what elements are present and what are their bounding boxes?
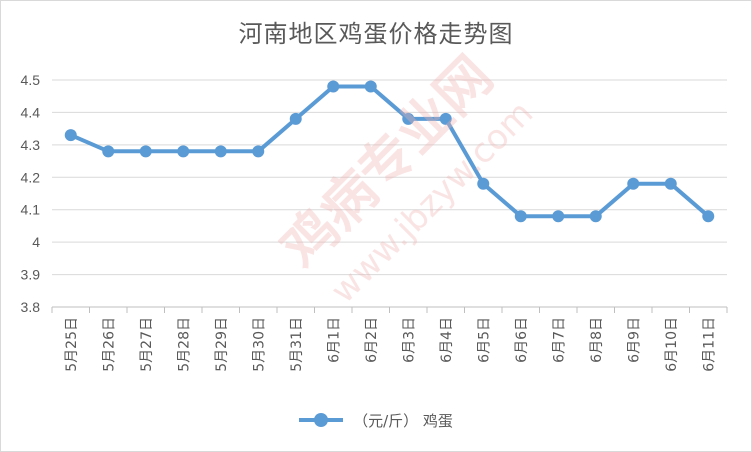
data-point [289, 112, 302, 125]
data-point [252, 145, 265, 158]
data-point [327, 80, 340, 93]
legend-swatch [299, 413, 344, 427]
x-tick-label: 6月11日 [701, 317, 717, 372]
x-tick-label: 5月30日 [251, 317, 267, 372]
x-tick-label: 6月10日 [664, 317, 680, 372]
data-point [402, 112, 415, 125]
y-tick-label: 3.8 [21, 299, 41, 315]
data-point [477, 177, 490, 190]
x-tick-labels: 5月25日 5月26日 5月27日 5月28日 5月29日 5月30日 5月31日 6月1日 6… [64, 317, 718, 372]
data-point [177, 145, 190, 158]
data-point [139, 145, 152, 158]
y-tick-label: 4.4 [21, 104, 41, 120]
chart-title: 河南地区鸡蛋价格走势图 [238, 20, 514, 48]
data-point [214, 145, 227, 158]
legend-label: （元/斤） 鸡蛋 [353, 411, 453, 430]
x-tick-label: 5月26日 [101, 317, 117, 372]
data-point [64, 129, 77, 142]
legend: （元/斤） 鸡蛋 [0, 408, 752, 432]
x-tick-label: 6月9日 [626, 317, 642, 363]
x-tick-label: 6月2日 [364, 317, 380, 363]
x-tick-label: 5月27日 [139, 317, 155, 372]
y-tick-label: 4.5 [21, 72, 41, 88]
data-point [664, 177, 677, 190]
x-tick-label: 5月29日 [214, 317, 230, 372]
data-point [514, 210, 527, 223]
data-point [627, 177, 640, 190]
series-line [68, 84, 711, 219]
x-tick-label: 6月5日 [476, 317, 492, 363]
data-point [589, 210, 602, 223]
data-points [64, 80, 715, 223]
x-axis [51, 307, 728, 313]
data-point [439, 112, 452, 125]
x-tick-label: 5月25日 [64, 317, 80, 372]
data-point [102, 145, 115, 158]
data-point [702, 210, 715, 223]
x-tick-label: 6月8日 [589, 317, 605, 363]
y-tick-label: 3.9 [21, 267, 41, 283]
y-tick-labels: 3.8 3.9 4 4.1 4.2 4.3 4.4 4.5 [21, 72, 41, 315]
y-tick-label: 4 [32, 234, 40, 250]
grid-lines [52, 79, 727, 308]
x-tick-label: 5月28日 [176, 317, 192, 372]
x-tick-label: 6月7日 [551, 317, 567, 363]
y-tick-label: 4.1 [21, 202, 41, 218]
y-tick-label: 4.2 [21, 169, 41, 185]
data-point [552, 210, 565, 223]
x-tick-label: 6月1日 [326, 317, 342, 363]
x-tick-label: 6月6日 [514, 317, 530, 363]
x-tick-label: 6月3日 [401, 317, 417, 363]
x-tick-label: 5月31日 [289, 317, 305, 372]
y-tick-label: 4.3 [21, 137, 41, 153]
data-point [364, 80, 377, 93]
x-tick-label: 6月4日 [439, 317, 455, 363]
